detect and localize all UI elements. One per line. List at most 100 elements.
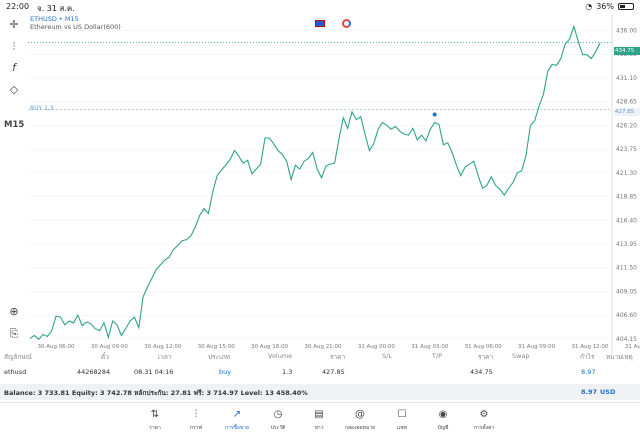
nav-quotes-label: ราคา [149,425,161,431]
row-symbol: ethusd [4,368,27,376]
one-click-trading-icon[interactable] [342,19,351,28]
header-time: เวลา [158,353,172,361]
header-profit: กำไร [580,353,595,361]
header-type: ประเภท [208,353,230,361]
row-ticket: 44268284 [77,368,111,376]
time-tick-label: 30 Aug 15:00 [198,344,236,350]
balance-bar: Balance: 3 733.81 Equity: 3 742.78 หลักป… [0,384,640,400]
header-swap: Swap [512,352,530,360]
time-tick-label: 31 Aug 09:00 [518,344,556,350]
nav-chat[interactable]: ☐ แชท [384,408,420,432]
time-axis-labels: 30 Aug 06:00 30 Aug 09:00 30 Aug 12:00 30 A… [37,344,640,350]
header-tp: T/P [432,352,443,360]
flag-icon[interactable] [315,20,325,27]
time-tick-label: 31 Aug 12:00 [571,344,609,350]
price-tick-label: 431.10 [616,75,637,82]
header-comment: หมายเหตุ [606,353,633,361]
zoom-icon[interactable]: ⊕ [9,305,19,318]
time-tick-label: 31 Aug 15:00 [625,344,640,350]
battery-percent: 36% [596,2,614,11]
nav-history[interactable]: ◷ ประวัติ [260,408,296,432]
price-tick-label: 411.50 [616,265,637,272]
symbol-title[interactable]: ETHUSD • M15 [30,15,79,23]
balance-currency: USD [600,388,616,396]
candles-icon[interactable]: ⫶ [12,40,16,53]
row-current-price: 434.75 [470,368,493,376]
news-icon: ▤ [314,409,324,420]
nav-news-label: ข่าว [314,425,324,431]
nav-trade[interactable]: ↗ การซื้อขาย [219,408,255,432]
header-price: ราคา [330,353,346,361]
timeframe-button[interactable]: M15 [4,120,25,130]
price-series-line [29,24,601,341]
nav-chart-label: กราฟ [189,425,203,431]
chart-toolbar: ✛ ⫶ f ◇ M15 ⊕ ⎘ [0,14,28,354]
header-volume: Volume [268,352,293,360]
price-tick-label: 436.00 [616,28,637,35]
nav-mailbox-label: กล่องจดหมาย [344,425,376,431]
status-date: จ. 31 ส.ค. [37,4,75,13]
status-right: ◔ 36% [585,2,634,11]
buy-price-badge: 427.85 [614,108,640,116]
price-tick-label: 413.95 [616,241,637,248]
time-tick-label: 31 Aug 03:00 [411,344,449,350]
buy-position-label: BUY 1.3 [30,105,54,112]
current-price-badge: 434.75 [614,47,640,55]
row-type: buy [219,368,232,376]
nav-mailbox[interactable]: @ กล่องจดหมาย [342,408,378,432]
nav-chat-label: แชท [397,425,407,431]
nav-account[interactable]: ◉ บัญชี [425,408,461,432]
table-row[interactable]: ethusd 44268284 08.31 04:16 buy 1.3 427.… [0,368,640,380]
time-tick-label: 31 Aug 06:00 [465,344,503,350]
row-profit: 8.97 [581,368,596,376]
bottom-navigation: ⇅ ราคา ⫶ กราฟ ↗ การซื้อขาย ◷ ประวัติ ▤ ข… [0,402,640,447]
balance-summary: Balance: 3 733.81 Equity: 3 742.78 หลักป… [4,389,308,397]
trade-entry-marker [432,112,437,117]
history-icon: ◷ [273,409,283,420]
nav-settings-label: การตั้งค่า [473,425,495,431]
status-bar: 22:00 จ. 31 ส.ค. ◔ 36% [0,0,640,14]
nav-trade-label: การซื้อขาย [224,425,250,431]
time-tick-label: 31 Aug 00:00 [358,344,396,350]
time-tick-label: 30 Aug 21:00 [304,344,342,350]
header-sl: S/L [382,352,392,360]
nav-history-label: ประวัติ [270,425,286,431]
chat-icon: ☐ [397,409,407,420]
header-symbol: สัญลักษณ์ [4,353,32,361]
price-tick-label: 423.75 [616,146,637,153]
price-tick-label: 426.20 [616,122,637,129]
quotes-icon: ⇅ [150,409,160,420]
row-open-price: 427.85 [322,368,345,376]
price-axis-labels: 436.00433.55431.10428.65426.20423.75421.… [616,28,637,343]
time-tick-label: 30 Aug 12:00 [144,344,182,350]
battery-icon [618,3,634,10]
mailbox-icon: @ [355,409,365,420]
crosshair-icon[interactable]: ✛ [9,18,19,31]
nav-chart[interactable]: ⫶ กราฟ [178,408,214,432]
account-icon: ◉ [438,409,448,420]
price-tick-label: 421.30 [616,170,637,177]
indicators-icon[interactable]: f [12,61,16,74]
time-tick-label: 30 Aug 09:00 [91,344,129,350]
time-tick-label: 30 Aug 18:00 [251,344,289,350]
objects-icon[interactable]: ◇ [9,83,19,96]
header-ticket: ตั๋ว [101,353,109,361]
price-tick-label: 406.60 [616,312,637,319]
row-volume: 1.3 [282,368,293,376]
trade-icon: ↗ [232,409,242,420]
status-time: 22:00 [6,2,30,11]
header-current-price: ราคา [478,353,494,361]
nav-settings[interactable]: ⚙ การตั้งค่า [466,408,502,432]
row-time: 08.31 04:16 [134,368,174,376]
wifi-icon: ◔ [585,2,593,11]
price-tick-label: 409.05 [616,288,637,295]
price-chart[interactable]: 436.00433.55431.10428.65426.20423.75421.… [0,14,640,354]
chart-icon: ⫶ [194,409,198,420]
nav-quotes[interactable]: ⇅ ราคา [137,408,173,432]
price-tick-label: 416.40 [616,217,637,224]
price-tick-label: 418.85 [616,194,637,201]
nav-account-label: บัญชี [437,425,449,431]
export-icon[interactable]: ⎘ [9,327,19,340]
nav-news[interactable]: ▤ ข่าว [301,408,337,432]
chart-grid [28,30,612,340]
